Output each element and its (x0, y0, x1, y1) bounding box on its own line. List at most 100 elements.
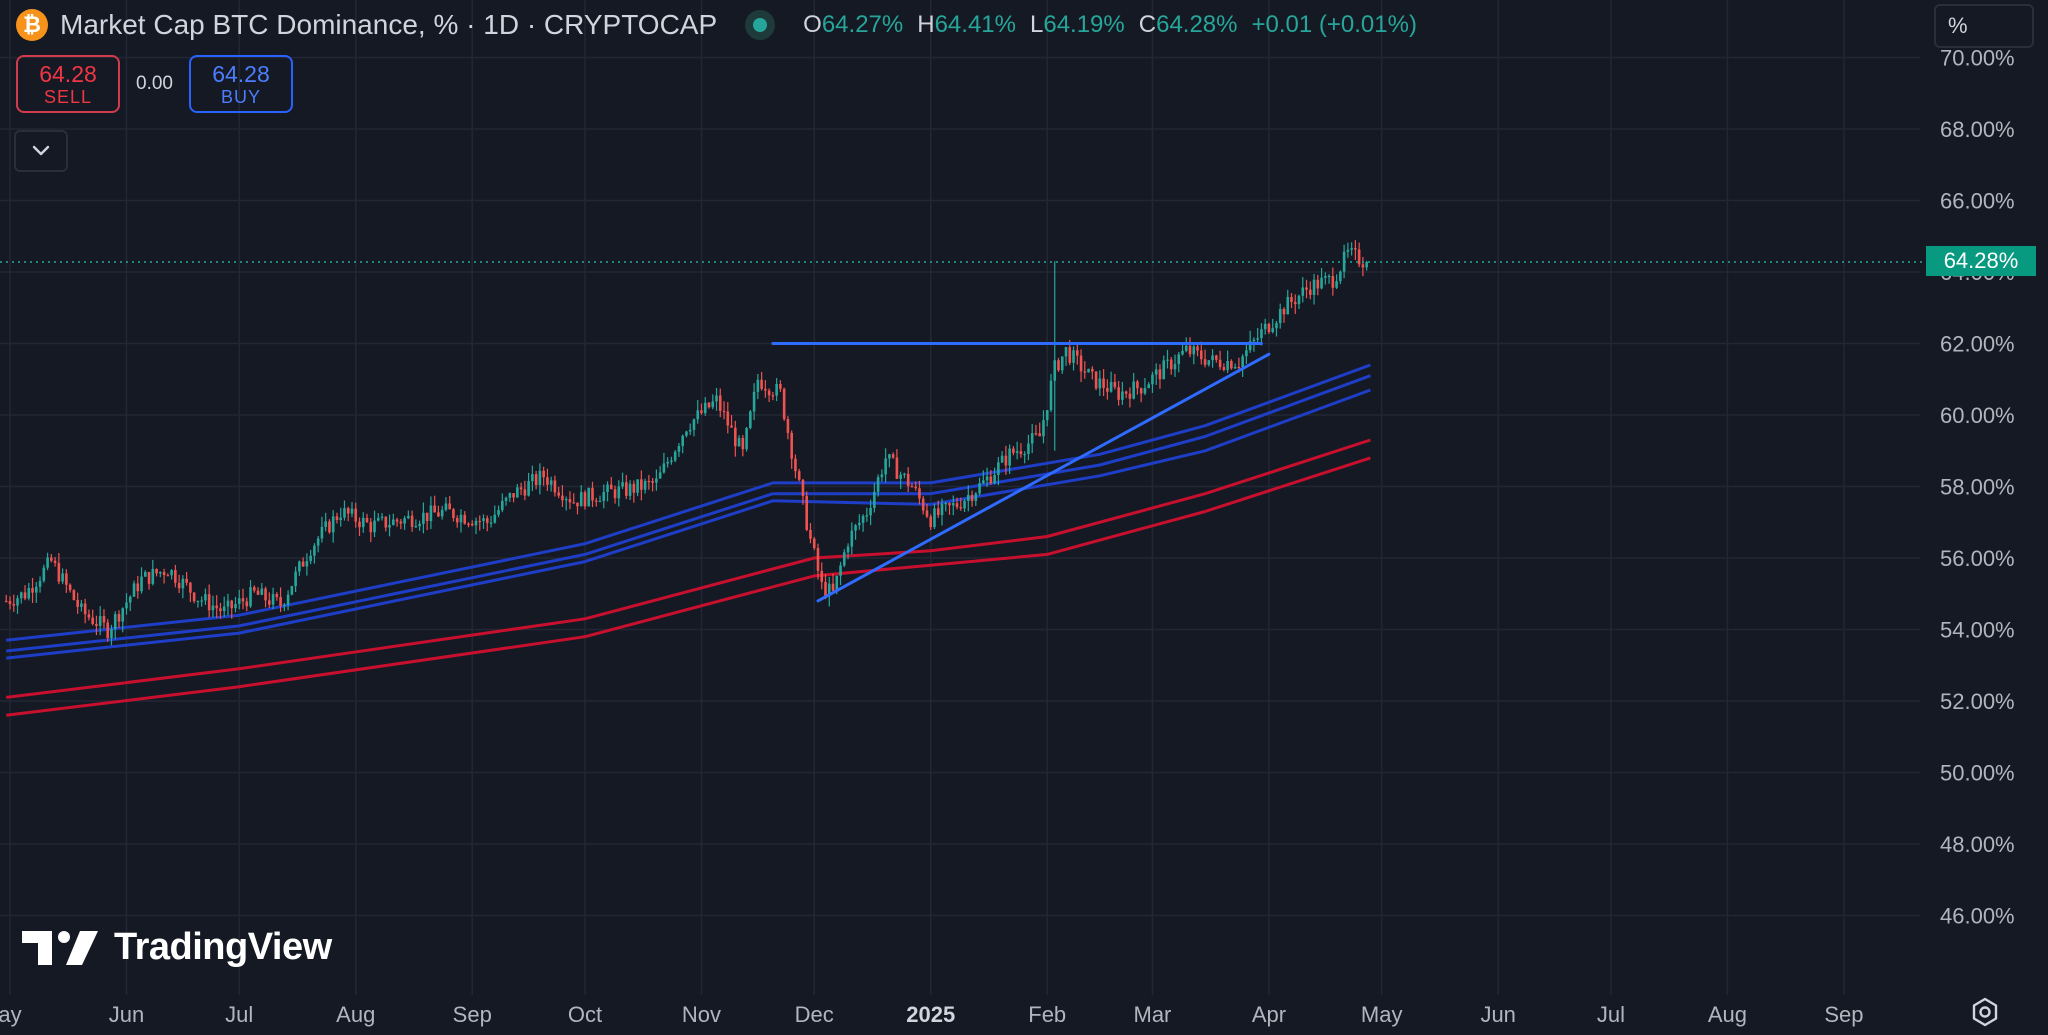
buy-button[interactable]: 64.28 BUY (188, 55, 293, 113)
candle (121, 608, 125, 622)
candle (767, 390, 771, 396)
candle (1286, 296, 1290, 315)
candle (655, 478, 658, 483)
candle (91, 617, 94, 624)
tradingview-logo[interactable]: TradingView (22, 926, 332, 969)
candle (1222, 367, 1226, 370)
candle (4, 600, 8, 603)
candle (718, 395, 722, 411)
moving-average-line (6, 374, 1371, 653)
candle (501, 500, 504, 511)
candle (504, 497, 508, 501)
candle (399, 521, 403, 524)
candle (159, 571, 162, 574)
y-tick-label: 46.00% (1940, 904, 2015, 929)
candle (993, 474, 996, 484)
candle (1245, 350, 1248, 357)
candle (1324, 276, 1327, 278)
candle (264, 588, 267, 601)
candle (880, 474, 884, 478)
candle (1060, 356, 1064, 371)
candle (192, 592, 196, 602)
x-tick-label: 2025 (906, 1002, 955, 1027)
candle (677, 445, 681, 452)
sell-button[interactable]: 64.28 SELL (16, 55, 120, 113)
candle (1271, 328, 1275, 333)
candle (861, 516, 865, 523)
candle (775, 383, 778, 396)
candle (331, 516, 335, 533)
candle (737, 438, 741, 447)
candle (474, 520, 478, 526)
candle (1162, 360, 1166, 380)
candle (508, 493, 512, 498)
x-tick-label: Sep (1824, 1002, 1863, 1027)
candle (936, 508, 940, 516)
candle (722, 410, 726, 413)
y-tick-label: 62.00% (1940, 332, 2015, 357)
symbol-title[interactable]: Market Cap BTC Dominance, % · 1D · CRYPT… (60, 9, 718, 40)
candle (786, 419, 790, 433)
sell-label: SELL (43, 87, 93, 107)
candle (711, 401, 715, 408)
candle (1320, 277, 1323, 289)
candle (1293, 301, 1297, 305)
candle (628, 483, 632, 496)
candle (1091, 368, 1094, 372)
candle (467, 523, 470, 525)
collapse-legend-button[interactable] (14, 130, 68, 172)
candle (546, 477, 549, 485)
candle (692, 419, 696, 430)
candle (102, 616, 106, 623)
candle (805, 495, 809, 530)
candle (715, 395, 718, 402)
candle (170, 570, 173, 576)
candle (38, 580, 42, 587)
candle (1241, 356, 1244, 367)
candle (1260, 329, 1263, 339)
candle (482, 518, 485, 522)
candle (816, 548, 820, 571)
candle (1079, 355, 1083, 372)
candle (83, 603, 87, 615)
candle (1102, 378, 1105, 389)
candle (625, 482, 628, 496)
candle (80, 603, 83, 607)
candle (245, 601, 249, 607)
candle (1263, 323, 1267, 330)
candle (1117, 387, 1120, 400)
scale-mode-field[interactable]: % (1934, 4, 2034, 48)
candle (910, 486, 914, 488)
candle (237, 598, 241, 604)
buy-price: 64.28 (212, 61, 270, 87)
candle (392, 519, 395, 525)
candle (681, 435, 684, 446)
candle (320, 526, 324, 539)
candle (1124, 391, 1128, 394)
candle (643, 480, 647, 490)
y-tick-label: 54.00% (1940, 618, 2015, 643)
candle (771, 395, 775, 397)
candle (1215, 355, 1218, 360)
candle (827, 583, 831, 597)
candle (888, 454, 891, 459)
candle (249, 587, 252, 607)
candle (384, 516, 388, 528)
candle (594, 500, 598, 502)
candle (1132, 381, 1135, 399)
candle (940, 503, 944, 516)
candle (1290, 296, 1293, 302)
market-status-icon[interactable] (745, 10, 776, 40)
candle (211, 605, 215, 611)
candle (989, 476, 993, 484)
candle (1064, 347, 1068, 357)
candle (512, 493, 515, 498)
chart-legend: ₿ Market Cap BTC Dominance, % · 1D · CRY… (16, 8, 1417, 42)
settings-button[interactable] (1968, 996, 2002, 1030)
last-price-tag: 64.28% (1926, 246, 2036, 276)
moving-average-line (6, 388, 1371, 660)
candle (1075, 350, 1079, 356)
y-tick-label: 66.00% (1940, 189, 2015, 214)
candle (189, 582, 192, 593)
